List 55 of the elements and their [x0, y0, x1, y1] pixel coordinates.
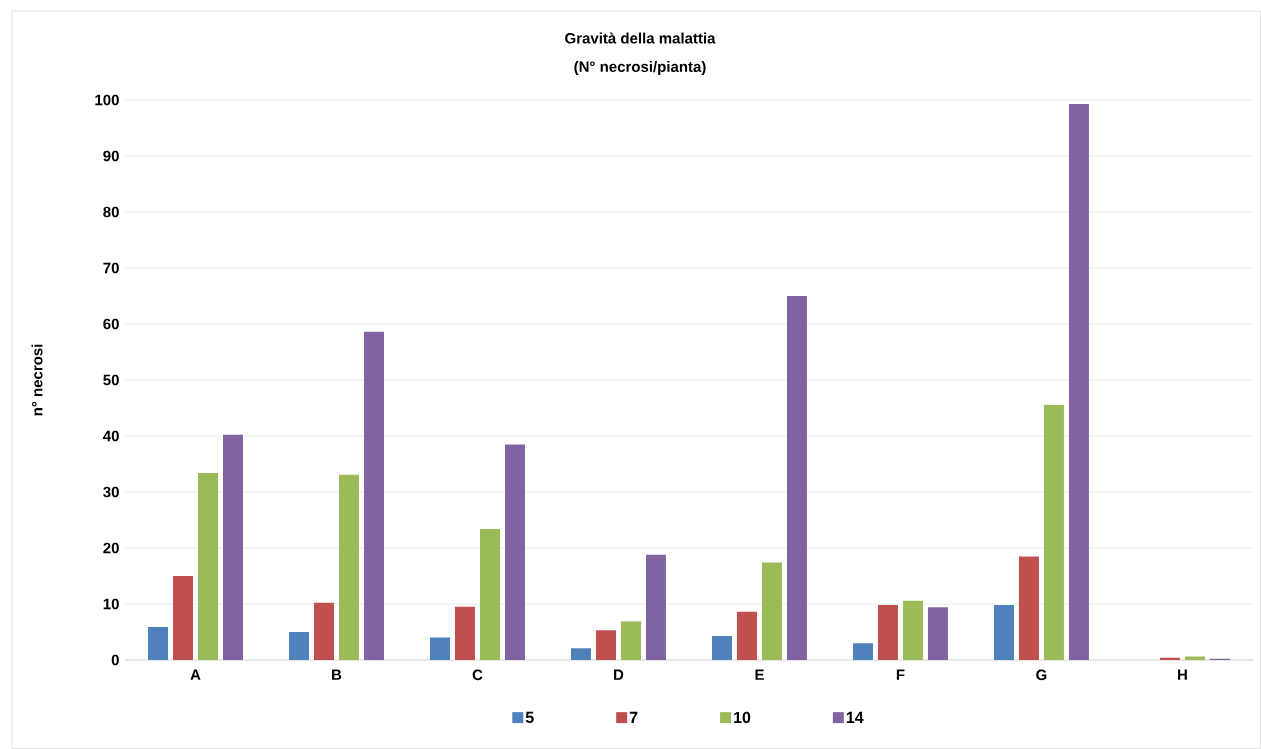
bar [289, 631, 309, 660]
bar [711, 635, 732, 660]
bar [736, 611, 757, 660]
y-tick-label: 70 [103, 262, 119, 274]
y-tick-label: 80 [103, 206, 119, 218]
bar [993, 605, 1014, 660]
y-axis-title: n° necrosi [31, 344, 43, 416]
legend-label: 5 [525, 711, 534, 724]
y-tick-label: 100 [95, 94, 119, 106]
bar [570, 648, 591, 660]
legend-label: 14 [846, 711, 864, 723]
bar [363, 331, 384, 660]
bar [148, 626, 168, 660]
bar [454, 606, 475, 660]
bar [927, 607, 948, 660]
x-tick-label: F [896, 669, 905, 680]
bar [173, 575, 194, 660]
bar [786, 295, 807, 660]
y-tick-label: 50 [103, 374, 119, 386]
y-tick-label: 20 [103, 542, 119, 554]
bar [504, 444, 525, 660]
x-tick-label: E [755, 669, 764, 680]
bar [902, 600, 923, 660]
x-tick-label: A [190, 669, 201, 680]
bar [223, 434, 243, 660]
x-tick-label: H [1178, 669, 1187, 680]
bar [852, 643, 873, 660]
legend-label: 7 [629, 711, 638, 723]
bar [479, 528, 500, 660]
bar [877, 605, 898, 660]
y-tick-label: 0 [111, 654, 119, 666]
x-tick-label: C [472, 669, 483, 681]
y-tick-label: 40 [103, 430, 119, 442]
bar [620, 621, 641, 660]
y-tick-label: 60 [103, 318, 119, 330]
x-tick-label: G [1036, 669, 1047, 681]
bar [1018, 556, 1039, 660]
legend-label: 10 [734, 711, 751, 724]
bar [338, 474, 359, 660]
chart-subtitle: (N° necrosi/pianta) [574, 61, 706, 75]
bar [1184, 656, 1205, 660]
y-tick-label: 30 [103, 486, 119, 498]
bar [1068, 103, 1089, 660]
x-tick-label: B [332, 669, 342, 680]
bar [761, 562, 782, 660]
bar [595, 630, 616, 660]
x-tick-label: D [614, 669, 624, 680]
y-tick-label: 90 [103, 150, 119, 162]
bar [198, 472, 219, 660]
bar [645, 554, 666, 660]
bar [313, 602, 334, 660]
chart-title: Gravità della malattia [565, 32, 716, 44]
bar [1043, 404, 1064, 660]
y-tick-label: 10 [103, 598, 119, 610]
bar [429, 637, 450, 660]
